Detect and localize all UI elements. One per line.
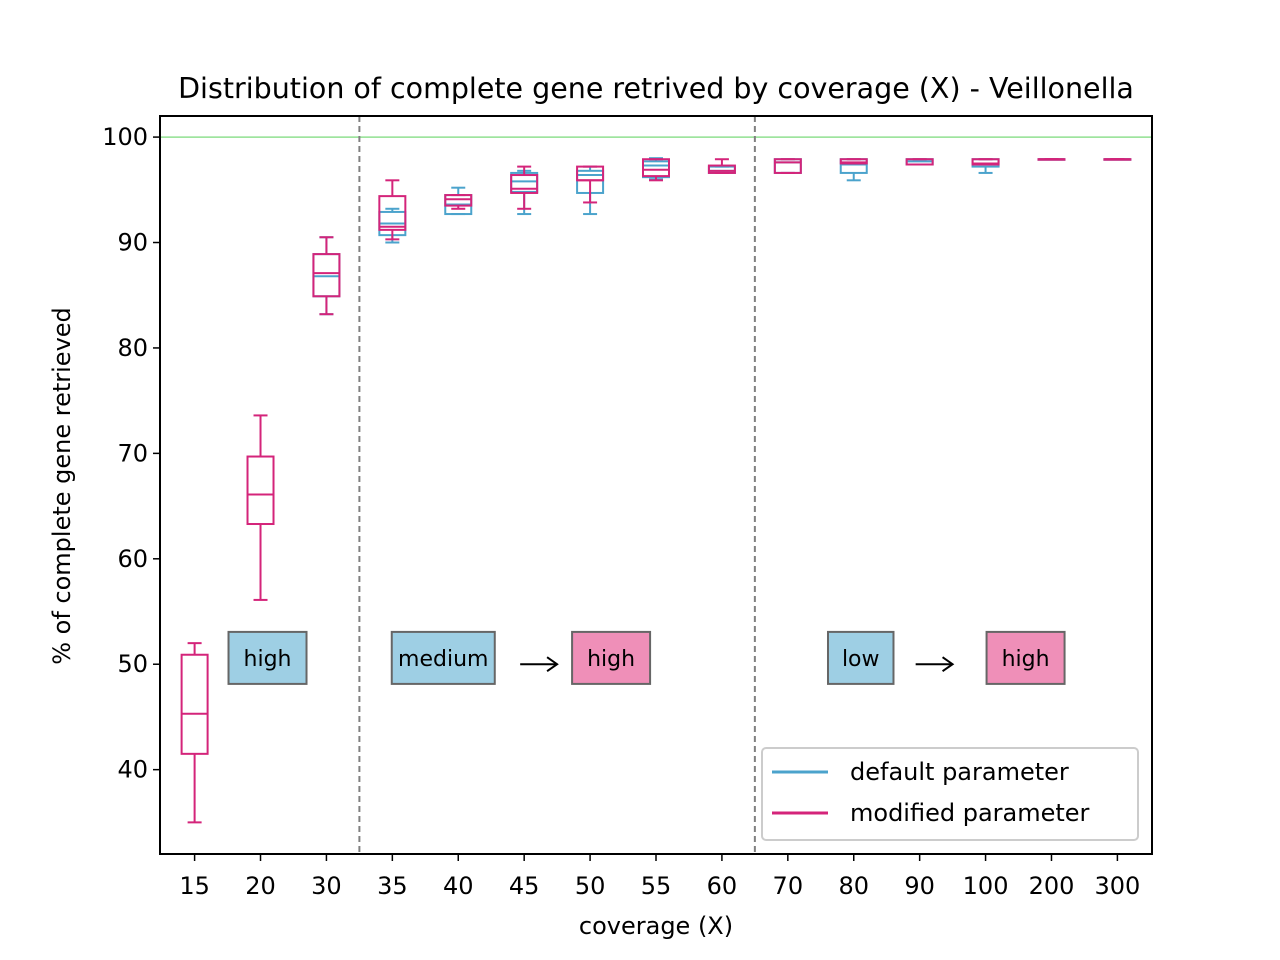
- box-modified-20-iqr-box: [246, 455, 275, 526]
- box-modified-100-iqr-box: [971, 158, 1000, 166]
- annotation-label: high: [244, 647, 292, 672]
- annotation-high-20: high: [227, 630, 308, 685]
- box-series: [180, 157, 1132, 824]
- x-tick-label-200: 200: [1029, 872, 1075, 900]
- x-tick-label-50: 50: [575, 872, 606, 900]
- box-modified-60-iqr-box: [707, 164, 736, 174]
- x-tick-label-15: 15: [179, 872, 210, 900]
- annotation-box: [985, 630, 1066, 685]
- x-tick-label-300: 300: [1094, 872, 1140, 900]
- box-modified-70-iqr-box: [773, 158, 802, 174]
- x-axis-label: coverage (X): [579, 912, 733, 940]
- box-modified-35-iqr-box: [378, 195, 407, 231]
- box-modified-30-iqr-box: [312, 253, 341, 298]
- x-tick-label-90: 90: [904, 872, 935, 900]
- y-tick-label-40: 40: [117, 756, 148, 784]
- plot-area-background: [160, 116, 1152, 854]
- x-tick-label-55: 55: [641, 872, 672, 900]
- y-tick-label-100: 100: [102, 123, 148, 151]
- annotation-box: [227, 630, 308, 685]
- legend-label-modified: modified parameter: [850, 799, 1090, 827]
- box-modified-55-iqr-box: [642, 158, 670, 178]
- box-modified-15-iqr-box: [180, 653, 209, 755]
- x-tick-label-20: 20: [245, 872, 276, 900]
- annotation-box: [390, 630, 496, 685]
- axes: 40 50 60 70 80 90 100 15 20 30 35 40 45 50 55 60 70 80 90 1…: [102, 115, 1153, 900]
- y-tick-label-50: 50: [117, 650, 148, 678]
- box-modified-40-iqr-box: [444, 194, 473, 207]
- x-tick-label-45: 45: [509, 872, 540, 900]
- annotation-box: [571, 630, 652, 685]
- y-tick-label-90: 90: [117, 229, 148, 257]
- reference-lines: [160, 116, 1152, 854]
- legend-label-default: default parameter: [850, 758, 1069, 786]
- x-tick-label-70: 70: [773, 872, 804, 900]
- annotations: high medium high low high: [227, 630, 1066, 685]
- annotation-label: medium: [398, 647, 488, 672]
- box-modified-45-iqr-box: [510, 174, 539, 194]
- x-tick-label-100: 100: [963, 872, 1009, 900]
- annotation-box: [826, 630, 895, 685]
- arrow-90-100: [915, 656, 955, 673]
- arrow-head: [941, 656, 955, 673]
- series-modified: [180, 158, 1132, 824]
- arrow-45-50: [520, 656, 559, 673]
- annotation-high-100: high: [985, 630, 1066, 685]
- y-tick-label-60: 60: [117, 545, 148, 573]
- plot-background: [160, 116, 1152, 854]
- arrow-head: [546, 656, 559, 673]
- annotation-low-80: low: [826, 630, 895, 685]
- x-tick-label-80: 80: [838, 872, 869, 900]
- y-tick-label-80: 80: [117, 334, 148, 362]
- annotation-label: high: [587, 647, 635, 672]
- annotation-label: high: [1002, 647, 1050, 672]
- x-tick-label-40: 40: [443, 872, 474, 900]
- legend: default parameter modified parameter: [761, 747, 1139, 841]
- x-tick-label-35: 35: [377, 872, 408, 900]
- y-tick-label-70: 70: [117, 439, 148, 467]
- legend-frame: [761, 747, 1139, 841]
- box-modified-80-iqr-box: [839, 158, 868, 165]
- annotation-medium-40: medium: [390, 630, 496, 685]
- x-tick-label-30: 30: [311, 872, 342, 900]
- annotation-high-50: high: [571, 630, 652, 685]
- chart-title: Distribution of complete gene retrived b…: [178, 72, 1134, 105]
- annotation-label: low: [842, 647, 880, 672]
- y-axis-label: % of complete gene retrieved: [48, 307, 76, 665]
- x-tick-label-60: 60: [707, 872, 738, 900]
